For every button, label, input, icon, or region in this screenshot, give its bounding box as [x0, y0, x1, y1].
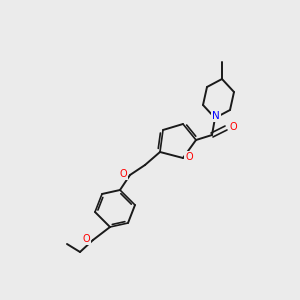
Text: N: N: [212, 111, 220, 121]
Text: O: O: [185, 152, 193, 162]
Text: O: O: [119, 169, 127, 179]
Text: O: O: [229, 122, 237, 132]
Text: O: O: [82, 234, 90, 244]
